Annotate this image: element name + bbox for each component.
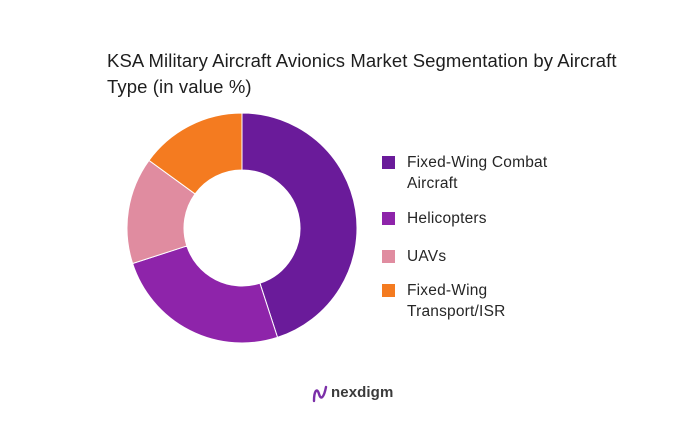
legend-swatch-2 [382, 250, 395, 263]
donut-slice-1 [131, 245, 279, 344]
legend-label-2: UAVs [407, 248, 447, 265]
brand-name: nexdigm [331, 384, 394, 401]
legend-label-1: Helicopters [407, 210, 487, 227]
donut-slice-3 [148, 112, 243, 195]
legend-swatch-1 [382, 212, 395, 225]
legend-swatch-3 [382, 284, 395, 297]
legend-label-0: Fixed-Wing Combat Aircraft [407, 154, 548, 192]
legend-label-3: Fixed-Wing Transport/ISR [407, 282, 506, 320]
legend-swatch-0 [382, 156, 395, 169]
nexdigm-logo-icon [312, 385, 328, 403]
donut-slice-0 [241, 112, 358, 339]
chart-title: KSA Military Aircraft Avionics Market Se… [107, 50, 617, 97]
